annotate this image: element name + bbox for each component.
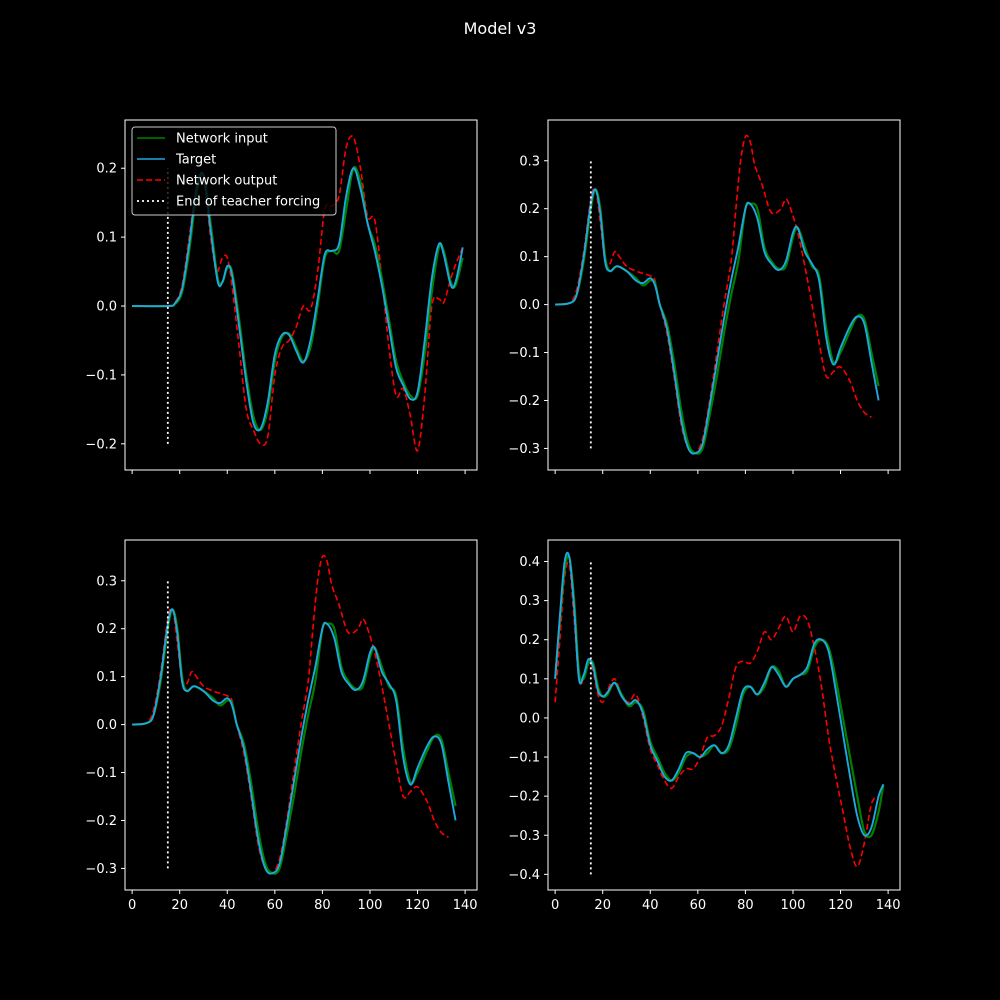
legend-label: Network input bbox=[176, 132, 268, 147]
y-tick-label: −0.4 bbox=[508, 868, 540, 883]
x-tick-label: 100 bbox=[358, 898, 383, 913]
subplot-bottom-right: −0.4 −0.3 −0.2 −0.1 0.0 0.1 0.2 0.3 0.4 0 20 40 60 80… bbox=[508, 539, 901, 913]
series-line-network-output bbox=[554, 561, 880, 868]
x-tick-label: 120 bbox=[828, 898, 853, 913]
x-tick-label: 40 bbox=[219, 898, 236, 913]
y-tick-label: 0.1 bbox=[519, 250, 540, 265]
series-line-target bbox=[554, 551, 885, 837]
x-tick-label: 120 bbox=[405, 898, 430, 913]
y-tick-label: 0.4 bbox=[519, 555, 540, 570]
series-line-network-output bbox=[555, 134, 872, 455]
y-tick-label: 0.2 bbox=[96, 162, 117, 177]
series-group bbox=[555, 134, 880, 455]
y-tick-label: −0.2 bbox=[85, 814, 117, 829]
x-tick-label: 20 bbox=[594, 898, 611, 913]
plot-area-2: −0.3 −0.2 −0.1 0.0 0.1 0.2 0.3 bbox=[508, 119, 901, 474]
x-tick-label: 60 bbox=[690, 898, 707, 913]
y-tick-label: −0.3 bbox=[508, 829, 540, 844]
legend-label: Network output bbox=[176, 174, 277, 189]
axes-frame bbox=[547, 539, 901, 891]
series-line-network-output bbox=[132, 554, 449, 875]
subplot-top-right: −0.3 −0.2 −0.1 0.0 0.1 0.2 0.3 bbox=[508, 119, 901, 474]
x-tick-label: 100 bbox=[781, 898, 806, 913]
legend: Network input Target Network output End of … bbox=[131, 126, 337, 216]
series-line-target bbox=[132, 608, 457, 875]
x-tick-label: 80 bbox=[737, 898, 754, 913]
x-tick-label: 140 bbox=[453, 898, 478, 913]
axes-frame bbox=[547, 119, 901, 471]
figure-title: Model v3 bbox=[464, 19, 537, 38]
x-tick-label: 40 bbox=[642, 898, 659, 913]
x-tick-label: 80 bbox=[314, 898, 331, 913]
y-tick-label: −0.3 bbox=[508, 442, 540, 457]
y-tick-label: 0.2 bbox=[519, 202, 540, 217]
y-tick-label: 0.1 bbox=[96, 670, 117, 685]
legend-frame bbox=[131, 126, 337, 216]
series-group bbox=[554, 551, 885, 868]
y-tick-label: −0.1 bbox=[85, 368, 117, 383]
axes-frame bbox=[124, 539, 478, 891]
y-tick-label: 0.2 bbox=[96, 622, 117, 637]
x-tick-label: 0 bbox=[551, 898, 559, 913]
series-group bbox=[132, 135, 464, 452]
y-tick-label: 0.1 bbox=[96, 231, 117, 246]
subplot-bottom-left: −0.3 −0.2 −0.1 0.0 0.1 0.2 0.3 0 20 40 60 80 100 120 1… bbox=[85, 539, 478, 913]
x-tick-label: 20 bbox=[171, 898, 188, 913]
y-tick-label: 0.0 bbox=[519, 298, 540, 313]
y-tick-label: −0.1 bbox=[508, 751, 540, 766]
y-tick-label: −0.2 bbox=[508, 394, 540, 409]
series-group bbox=[132, 554, 457, 875]
y-tick-label: 0.0 bbox=[96, 300, 117, 315]
legend-label: End of teacher forcing bbox=[176, 195, 320, 210]
y-tick-label: 0.2 bbox=[519, 633, 540, 648]
x-tick-label: 140 bbox=[876, 898, 901, 913]
y-tick-label: 0.1 bbox=[519, 672, 540, 687]
y-tick-label: 0.0 bbox=[96, 718, 117, 733]
plot-area-3: −0.3 −0.2 −0.1 0.0 0.1 0.2 0.3 0 20 40 60 80 100 120 1… bbox=[85, 539, 478, 913]
y-tick-label: −0.1 bbox=[85, 766, 117, 781]
axes-frame bbox=[124, 119, 478, 471]
y-tick-label: −0.3 bbox=[85, 862, 117, 877]
x-tick-label: 60 bbox=[267, 898, 284, 913]
legend-label: Target bbox=[175, 153, 216, 168]
y-tick-label: −0.2 bbox=[508, 790, 540, 805]
plot-area-4: −0.4 −0.3 −0.2 −0.1 0.0 0.1 0.2 0.3 0.4 0 20 40 60 80… bbox=[508, 539, 901, 913]
series-line-target bbox=[132, 167, 464, 432]
y-tick-label: 0.3 bbox=[96, 574, 117, 589]
y-tick-label: 0.3 bbox=[519, 154, 540, 169]
x-tick-label: 0 bbox=[128, 898, 136, 913]
series-line-target bbox=[555, 188, 880, 455]
y-tick-label: 0.0 bbox=[519, 711, 540, 726]
y-tick-label: −0.1 bbox=[508, 346, 540, 361]
series-line-network-input bbox=[554, 554, 885, 839]
y-tick-label: −0.2 bbox=[85, 437, 117, 452]
y-tick-label: 0.3 bbox=[519, 594, 540, 609]
